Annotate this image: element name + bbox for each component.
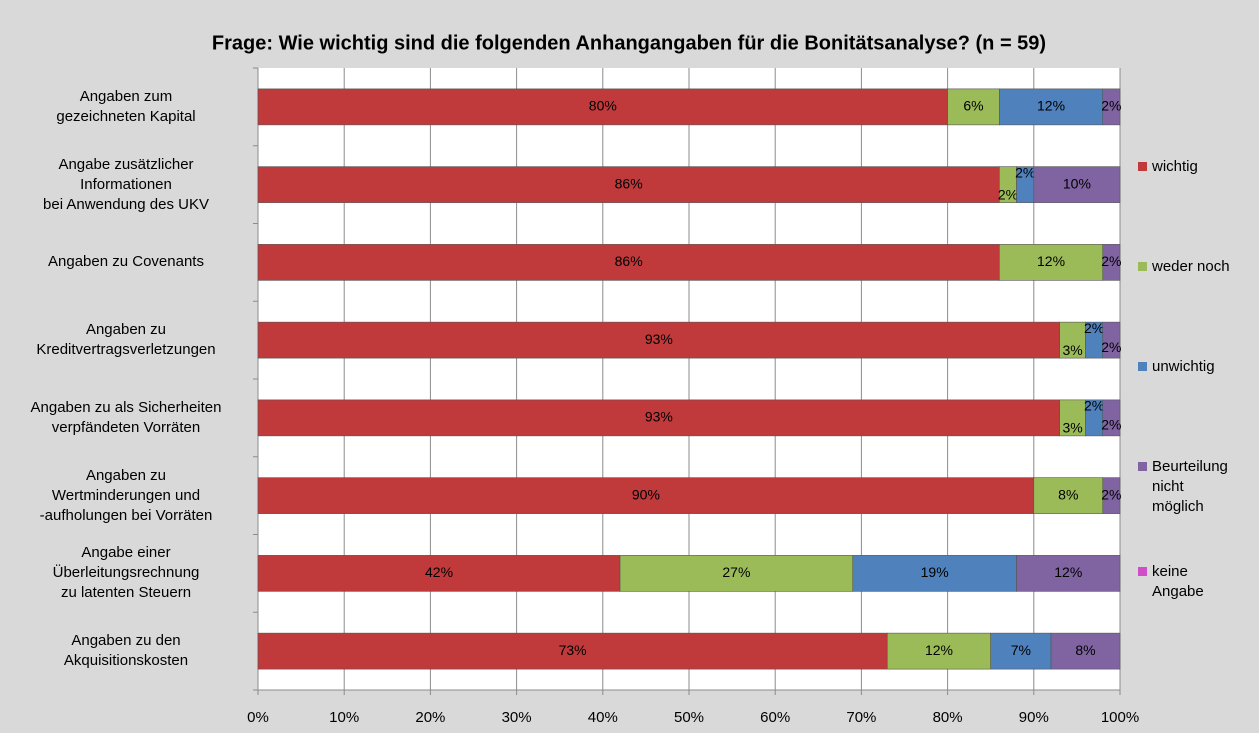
bar-segment	[1033, 477, 1104, 514]
x-tick-label: 60%	[760, 709, 790, 726]
bar-segment	[1050, 632, 1121, 670]
data-label: 8%	[1058, 486, 1078, 502]
data-label: 19%	[921, 564, 949, 580]
x-tick-label: 100%	[1101, 709, 1139, 726]
bar-segment	[852, 555, 1017, 592]
data-label: 2%	[1101, 486, 1121, 502]
data-label: 2%	[1101, 417, 1121, 433]
chart-title: Frage: Wie wichtig sind die folgenden An…	[212, 32, 1046, 54]
data-label: 2%	[1101, 98, 1121, 114]
bar-segment	[257, 166, 1000, 203]
data-label: 8%	[1075, 642, 1095, 658]
x-tick-label: 30%	[502, 709, 532, 726]
legend-swatch	[1138, 462, 1147, 471]
x-tick-label: 90%	[1019, 709, 1049, 726]
data-label: 2%	[998, 186, 1018, 202]
data-label: 2%	[1084, 320, 1104, 336]
x-tick-label: 20%	[415, 709, 445, 726]
bar-segment	[257, 555, 621, 592]
data-label: 12%	[1037, 253, 1065, 269]
bar-segment	[257, 399, 1060, 437]
x-tick-label: 40%	[588, 709, 618, 726]
bar-segment	[999, 88, 1104, 126]
data-label: 2%	[1101, 339, 1121, 355]
data-label: 90%	[632, 486, 660, 502]
legend-swatch	[1138, 162, 1147, 171]
bar-segment	[619, 555, 854, 592]
data-label: 2%	[1101, 253, 1121, 269]
bar-segment	[886, 632, 992, 670]
data-label: 73%	[559, 642, 587, 658]
bar-segment	[1016, 555, 1121, 592]
data-label: 12%	[1054, 564, 1082, 580]
data-label: 86%	[615, 175, 643, 191]
data-label: 93%	[645, 331, 673, 347]
x-tick-label: 10%	[329, 709, 359, 726]
bar-segment	[1059, 399, 1086, 437]
legend-swatch	[1138, 362, 1147, 371]
data-label: 2%	[1084, 398, 1104, 414]
bar-segment	[1102, 321, 1121, 359]
data-label: 3%	[1062, 342, 1082, 358]
bar-segment	[990, 632, 1052, 670]
data-label: 12%	[925, 642, 953, 658]
data-label: 6%	[963, 98, 983, 114]
legend-item: wichtig	[1138, 157, 1257, 177]
x-tick-label: 80%	[933, 709, 963, 726]
bar-segment	[1102, 399, 1121, 437]
x-tick-label: 70%	[846, 709, 876, 726]
bar-segment	[257, 321, 1060, 359]
bar-segment	[1059, 321, 1086, 359]
y-tick-label: Angabe einer Überleitungsrechnung zu lat…	[52, 544, 200, 602]
bar-segment	[257, 88, 948, 126]
data-label: 3%	[1062, 420, 1082, 436]
data-label: 7%	[1011, 642, 1031, 658]
data-label: 86%	[615, 253, 643, 269]
data-label: 27%	[722, 564, 750, 580]
bar-segment	[257, 244, 1000, 281]
legend-item: Beurteilung nicht möglich	[1138, 457, 1257, 517]
bar-segment	[1102, 477, 1121, 514]
bar-segment	[1102, 244, 1121, 281]
data-label: 80%	[589, 98, 617, 114]
y-tick-label: Angabe zusätzlicher Informationen bei An…	[43, 155, 209, 213]
legend-swatch	[1138, 567, 1147, 576]
y-tick-label: Angaben zu den Akquisitionskosten	[63, 632, 189, 670]
y-tick-label: Angaben zu Covenants	[48, 253, 204, 271]
data-label: 93%	[645, 409, 673, 425]
bar-segment	[257, 632, 888, 670]
bar-segment	[947, 88, 1000, 126]
bar-segment	[257, 477, 1035, 514]
legend-item: unwichtig	[1138, 357, 1257, 377]
bar-segment	[1033, 166, 1121, 203]
data-label: 12%	[1037, 98, 1065, 114]
x-tick-label: 50%	[674, 709, 704, 726]
x-tick-label: 0%	[247, 709, 269, 726]
legend-item: keine Angabe	[1138, 562, 1257, 602]
y-tick-label: Angaben zu Kreditvertragsverletzungen	[36, 321, 216, 359]
y-tick-label: Angaben zu als Sicherheiten verpfändeten…	[30, 398, 222, 436]
bar-segment	[1102, 88, 1121, 126]
legend-item: weder noch	[1138, 257, 1257, 277]
data-label: 10%	[1063, 175, 1091, 191]
data-label: 42%	[425, 564, 453, 580]
y-tick-label: Angaben zu Wertminderungen und -aufholun…	[39, 466, 213, 524]
data-label: 2%	[1015, 164, 1035, 180]
y-tick-label: Angaben zum gezeichneten Kapital	[56, 87, 196, 125]
legend-swatch	[1138, 262, 1147, 271]
